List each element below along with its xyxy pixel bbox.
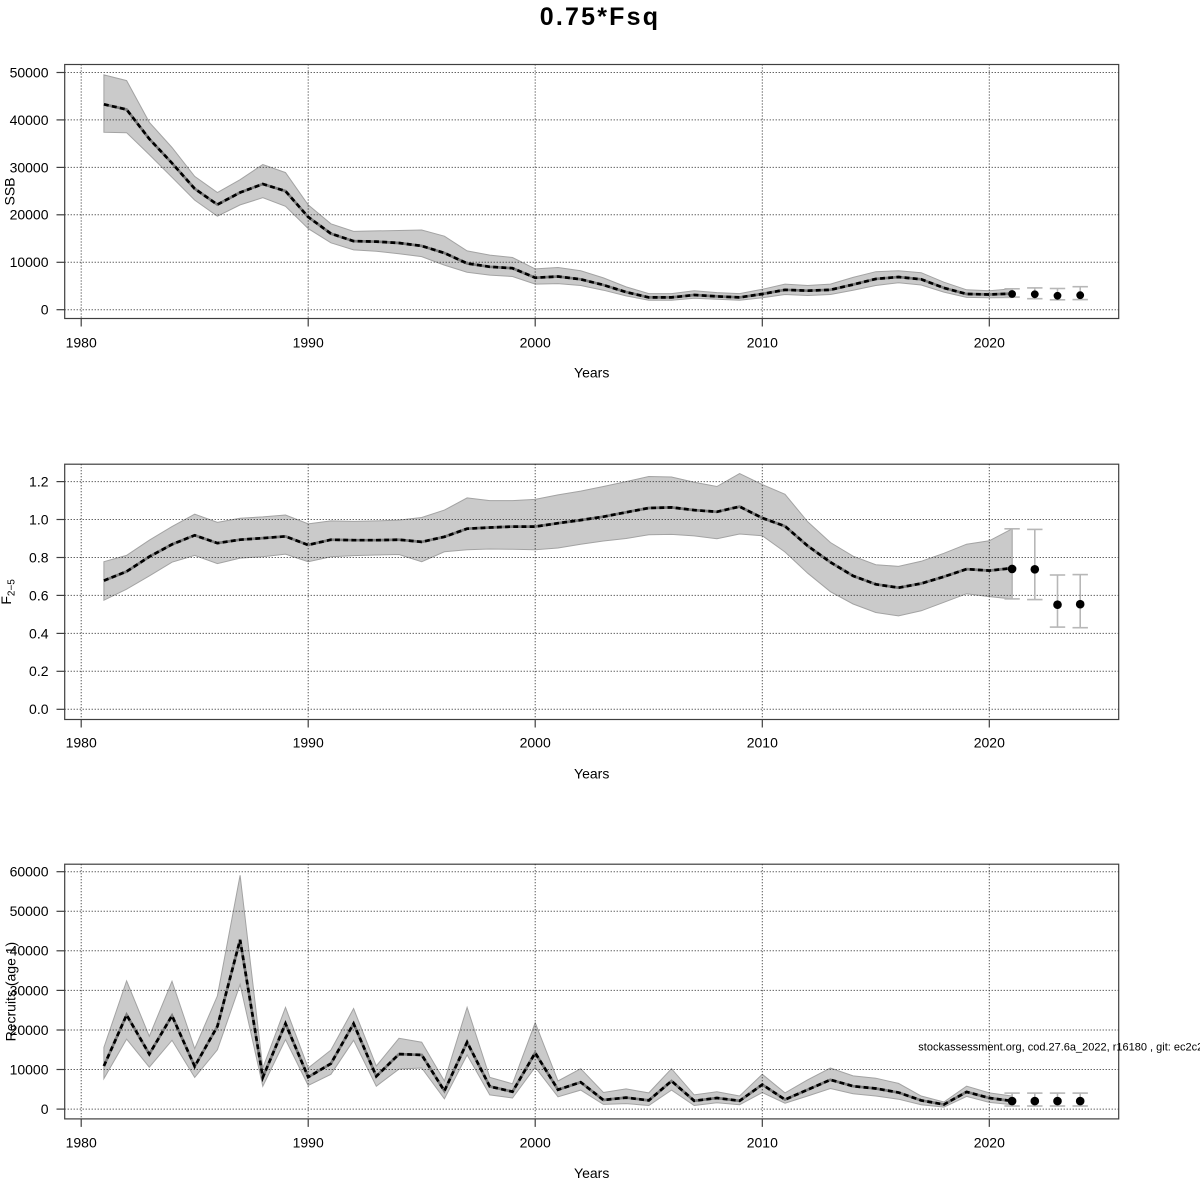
- svg-text:50000: 50000: [10, 64, 49, 80]
- svg-text:0.2: 0.2: [29, 663, 49, 679]
- svg-text:10000: 10000: [10, 1061, 49, 1077]
- svg-text:30000: 30000: [10, 982, 49, 998]
- svg-text:10000: 10000: [10, 254, 49, 270]
- svg-text:1.2: 1.2: [29, 474, 49, 490]
- svg-text:1990: 1990: [293, 334, 324, 350]
- svg-text:1.0: 1.0: [29, 511, 49, 527]
- svg-text:2000: 2000: [520, 1135, 551, 1151]
- svg-text:60000: 60000: [10, 864, 49, 880]
- svg-text:2010: 2010: [747, 334, 778, 350]
- svg-text:0: 0: [41, 302, 49, 318]
- svg-text:20000: 20000: [10, 1022, 49, 1038]
- svg-text:40000: 40000: [10, 112, 49, 128]
- svg-text:2020: 2020: [974, 1135, 1005, 1151]
- svg-text:2020: 2020: [974, 334, 1005, 350]
- svg-text:Years: Years: [574, 1165, 609, 1181]
- svg-text:30000: 30000: [10, 159, 49, 175]
- svg-text:2010: 2010: [747, 735, 778, 751]
- svg-text:50000: 50000: [10, 903, 49, 919]
- svg-text:40000: 40000: [10, 943, 49, 959]
- svg-text:0.75*Fsq: 0.75*Fsq: [540, 3, 660, 31]
- svg-text:2020: 2020: [974, 735, 1005, 751]
- svg-text:0.8: 0.8: [29, 549, 49, 565]
- svg-text:0.4: 0.4: [29, 625, 49, 641]
- svg-text:1980: 1980: [66, 735, 97, 751]
- svg-text:0.0: 0.0: [29, 701, 49, 717]
- svg-text:1980: 1980: [66, 1135, 97, 1151]
- svg-text:Years: Years: [574, 365, 609, 381]
- svg-text:2000: 2000: [520, 334, 551, 350]
- svg-text:1990: 1990: [293, 1135, 324, 1151]
- svg-text:20000: 20000: [10, 207, 49, 223]
- svg-text:1980: 1980: [66, 334, 97, 350]
- svg-text:Years: Years: [574, 766, 609, 782]
- svg-text:SSB: SSB: [2, 177, 18, 205]
- svg-text:2000: 2000: [520, 735, 551, 751]
- svg-text:stockassessment.org, cod.27.6a: stockassessment.org, cod.27.6a_2022, r16…: [918, 1042, 1200, 1054]
- svg-text:1990: 1990: [293, 735, 324, 751]
- svg-text:Recruits (age 1): Recruits (age 1): [3, 942, 19, 1042]
- svg-text:0: 0: [41, 1101, 49, 1117]
- svg-text:2010: 2010: [747, 1135, 778, 1151]
- svg-text:0.6: 0.6: [29, 587, 49, 603]
